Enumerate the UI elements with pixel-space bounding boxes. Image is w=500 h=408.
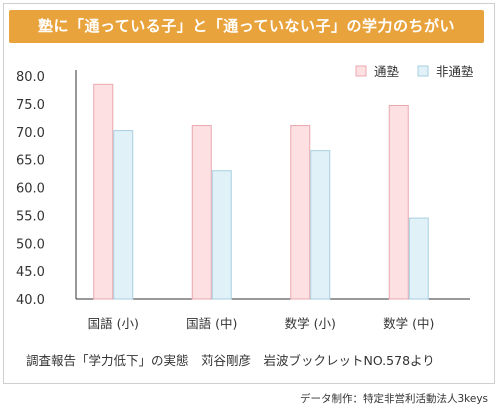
- y-tick-label: 80.0: [16, 70, 45, 85]
- y-tick-label: 45.0: [16, 265, 45, 280]
- legend-swatch: [417, 65, 429, 77]
- chart-title: 塾に「通っている子」と「通っていない子」の学力のちがい: [9, 10, 484, 43]
- x-tick-label: 数学 (中): [383, 316, 434, 331]
- x-tick-label: 数学 (小): [285, 316, 336, 331]
- y-tick-label: 70.0: [16, 126, 45, 141]
- chart-frame: [3, 3, 495, 384]
- chart-legend: 通塾 非通塾: [355, 64, 474, 79]
- bar-tsujuku: [388, 104, 409, 300]
- bar-hitsujuku: [113, 130, 134, 300]
- legend-swatch: [355, 65, 367, 77]
- y-tick-label: 50.0: [16, 237, 45, 252]
- legend-label: 非通塾: [436, 64, 474, 79]
- y-tick-label: 65.0: [16, 154, 45, 169]
- bar-hitsujuku: [408, 217, 429, 300]
- bar-tsujuku: [191, 125, 212, 300]
- chart-bars: [93, 83, 429, 300]
- bar-tsujuku: [93, 83, 114, 300]
- bar-tsujuku: [290, 125, 311, 300]
- bar-hitsujuku: [310, 150, 331, 300]
- y-tick-label: 40.0: [16, 293, 45, 308]
- x-tick-label: 国語 (小): [88, 316, 139, 331]
- y-tick-labels: 80.0 75.0 70.0 65.0 60.0 55.0 50.0 45.0 40.0: [16, 70, 45, 308]
- y-tick-label: 75.0: [16, 98, 45, 113]
- y-tick-label: 55.0: [16, 209, 45, 224]
- x-tick-labels: 国語 (小) 国語 (中) 数学 (小) 数学 (中): [88, 316, 435, 331]
- y-tick-label: 60.0: [16, 182, 45, 197]
- legend-label: 通塾: [374, 64, 399, 79]
- x-tick-label: 国語 (中): [186, 316, 237, 331]
- data-credit: データ制作：特定非営利活動法人3keys: [299, 393, 488, 405]
- bar-hitsujuku: [211, 170, 232, 300]
- source-note: 調査報告「学力低下」の実態 苅谷剛彦 岩波ブックレットNO.578より: [26, 353, 435, 368]
